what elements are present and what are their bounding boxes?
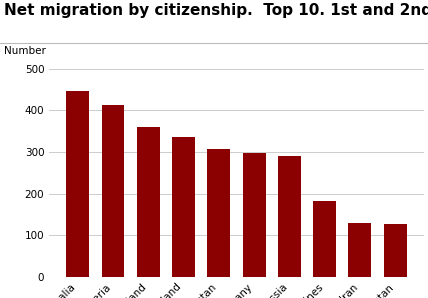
Bar xyxy=(66,91,89,277)
Bar xyxy=(278,156,301,277)
Bar xyxy=(137,127,160,277)
Bar xyxy=(313,201,336,277)
Bar xyxy=(207,149,230,277)
Text: Net migration by citizenship.  Top 10. 1st and 2nd quarter: Net migration by citizenship. Top 10. 1s… xyxy=(4,3,428,18)
Bar xyxy=(243,153,266,277)
Text: Number: Number xyxy=(4,46,46,56)
Bar xyxy=(348,223,372,277)
Bar xyxy=(172,137,195,277)
Bar xyxy=(101,105,125,277)
Bar xyxy=(384,224,407,277)
